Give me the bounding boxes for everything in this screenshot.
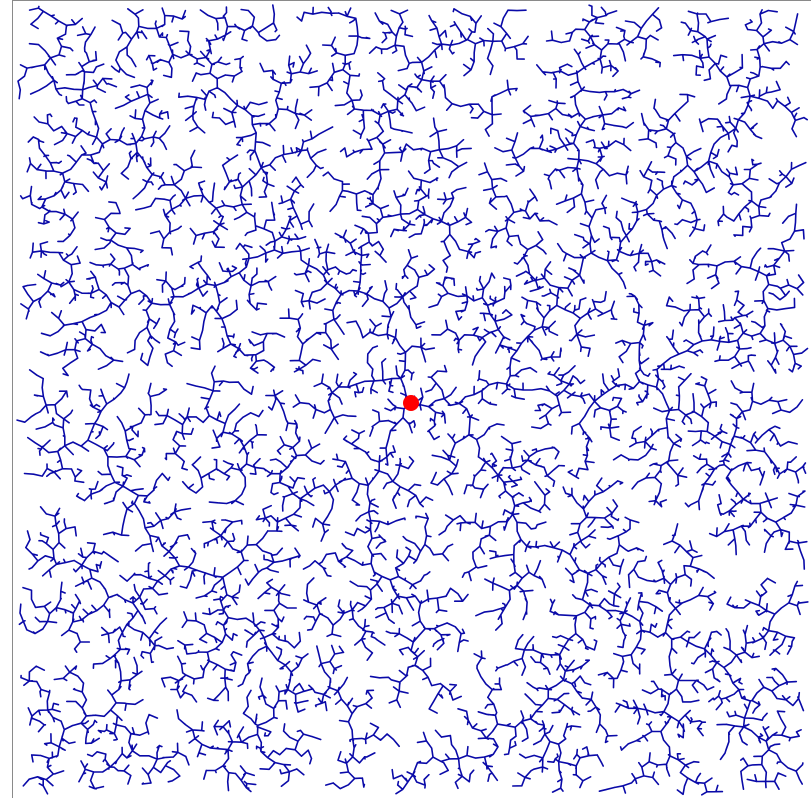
tree-canvas — [12, 0, 811, 798]
tree-plot — [16, 4, 809, 796]
tree-root-marker — [403, 395, 419, 411]
